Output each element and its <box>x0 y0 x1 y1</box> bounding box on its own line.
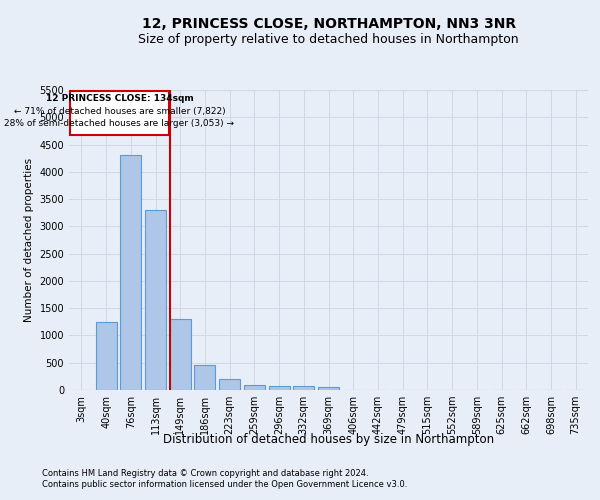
Bar <box>318 388 339 390</box>
Text: 12 PRINCESS CLOSE: 134sqm: 12 PRINCESS CLOSE: 134sqm <box>46 94 193 103</box>
Bar <box>120 156 141 390</box>
Bar <box>269 386 290 390</box>
Text: 12, PRINCESS CLOSE, NORTHAMPTON, NN3 3NR: 12, PRINCESS CLOSE, NORTHAMPTON, NN3 3NR <box>142 18 516 32</box>
Bar <box>293 386 314 390</box>
FancyBboxPatch shape <box>70 90 169 134</box>
Bar <box>194 366 215 390</box>
Text: Contains HM Land Registry data © Crown copyright and database right 2024.: Contains HM Land Registry data © Crown c… <box>42 469 368 478</box>
Y-axis label: Number of detached properties: Number of detached properties <box>24 158 34 322</box>
Bar <box>95 322 116 390</box>
Text: ← 71% of detached houses are smaller (7,822): ← 71% of detached houses are smaller (7,… <box>14 107 225 116</box>
Text: Distribution of detached houses by size in Northampton: Distribution of detached houses by size … <box>163 432 494 446</box>
Text: Size of property relative to detached houses in Northampton: Size of property relative to detached ho… <box>139 32 519 46</box>
Text: Contains public sector information licensed under the Open Government Licence v3: Contains public sector information licen… <box>42 480 407 489</box>
Text: 28% of semi-detached houses are larger (3,053) →: 28% of semi-detached houses are larger (… <box>4 120 235 128</box>
Bar <box>145 210 166 390</box>
Bar <box>170 319 191 390</box>
Bar <box>244 384 265 390</box>
Bar <box>219 379 240 390</box>
